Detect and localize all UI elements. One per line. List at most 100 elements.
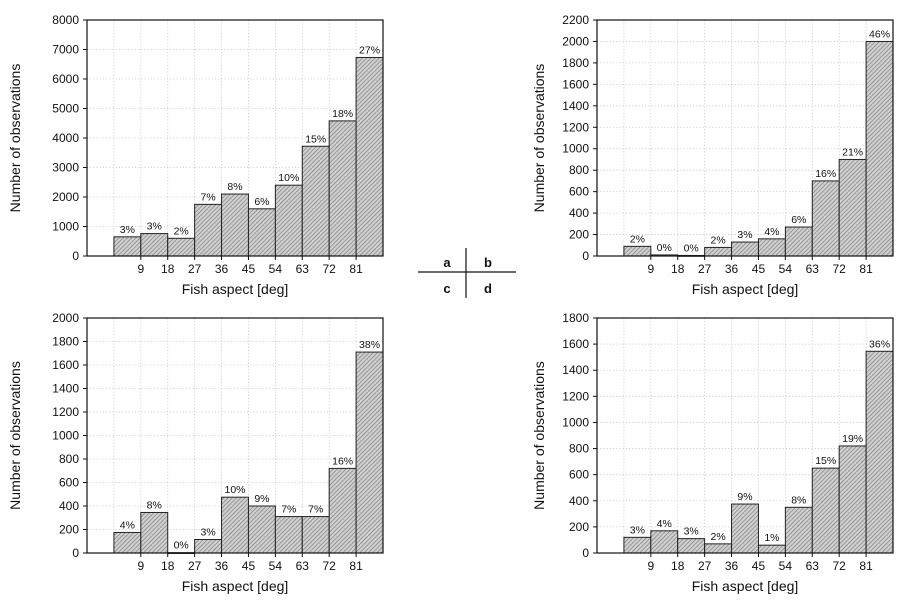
x-tick-label-d-1: 18 xyxy=(671,559,685,573)
x-tick-label-a-0: 9 xyxy=(137,262,144,276)
y-tick-label-b-3: 600 xyxy=(569,185,589,199)
y-tick-label-d-8: 1600 xyxy=(562,337,589,351)
data-label-a-0: 3% xyxy=(120,224,135,236)
y-tick-label-c-8: 1600 xyxy=(52,358,79,372)
data-label-d-1: 4% xyxy=(657,518,672,530)
data-label-d-8: 19% xyxy=(842,433,863,445)
x-tick-label-c-4: 45 xyxy=(242,559,256,573)
x-tick-label-c-3: 36 xyxy=(215,559,229,573)
x-tick-label-c-2: 27 xyxy=(188,559,202,573)
bar-b-7 xyxy=(811,180,840,257)
y-tick-label-c-1: 200 xyxy=(59,523,79,537)
data-label-d-3: 2% xyxy=(710,531,725,543)
x-tick-label-c-8: 81 xyxy=(349,559,363,573)
bar-c-3 xyxy=(194,538,223,554)
bar-a-6 xyxy=(274,184,303,257)
y-axis-title-b: Number of observations xyxy=(531,64,547,213)
y-axis-title-a: Number of observations xyxy=(7,64,23,213)
data-label-a-5: 6% xyxy=(254,196,269,208)
y-tick-label-c-6: 1200 xyxy=(52,405,79,419)
y-tick-label-b-7: 1400 xyxy=(562,99,589,113)
bar-a-8 xyxy=(328,120,357,257)
x-tick-label-a-7: 72 xyxy=(323,262,337,276)
data-label-d-9: 36% xyxy=(869,338,890,350)
y-tick-label-b-9: 1800 xyxy=(562,56,589,70)
x-tick-label-d-2: 27 xyxy=(698,559,712,573)
bar-b-8 xyxy=(838,158,867,257)
bar-a-7 xyxy=(301,145,330,257)
bar-d-5 xyxy=(757,544,786,554)
y-tick-label-c-9: 1800 xyxy=(52,335,79,349)
y-tick-label-b-2: 400 xyxy=(569,206,589,220)
data-label-b-3: 2% xyxy=(710,234,725,246)
y-tick-label-b-6: 1200 xyxy=(562,120,589,134)
data-label-c-8: 16% xyxy=(332,455,353,467)
x-tick-label-c-0: 9 xyxy=(137,559,144,573)
bar-b-9 xyxy=(865,40,894,257)
x-tick-label-c-7: 72 xyxy=(323,559,337,573)
y-tick-label-d-6: 1200 xyxy=(562,389,589,403)
y-tick-label-a-8: 8000 xyxy=(52,13,79,27)
y-tick-label-b-1: 200 xyxy=(569,228,589,242)
bar-b-0 xyxy=(623,245,652,257)
data-label-c-4: 10% xyxy=(224,484,245,496)
y-tick-label-b-10: 2000 xyxy=(562,34,589,48)
x-tick-label-d-0: 9 xyxy=(647,559,654,573)
panel-key-d: d xyxy=(484,281,492,296)
y-tick-label-c-5: 1000 xyxy=(52,429,79,443)
bar-d-8 xyxy=(838,445,867,554)
x-tick-label-c-6: 63 xyxy=(296,559,310,573)
data-label-c-0: 4% xyxy=(120,519,135,531)
data-label-d-2: 3% xyxy=(684,526,699,538)
y-tick-label-c-10: 2000 xyxy=(52,311,79,325)
x-tick-label-a-8: 81 xyxy=(349,262,363,276)
x-tick-label-b-4: 45 xyxy=(752,262,766,276)
bar-d-1 xyxy=(650,530,679,554)
bar-c-8 xyxy=(328,467,357,554)
y-tick-label-d-4: 800 xyxy=(569,442,589,456)
x-tick-label-b-1: 18 xyxy=(671,262,685,276)
data-label-d-5: 1% xyxy=(764,532,779,544)
x-tick-label-a-4: 45 xyxy=(242,262,256,276)
bar-d-9 xyxy=(865,350,894,554)
x-tick-label-b-7: 72 xyxy=(833,262,847,276)
bar-b-4 xyxy=(731,241,759,257)
bar-a-9 xyxy=(355,56,384,257)
x-tick-label-a-5: 54 xyxy=(269,262,283,276)
x-tick-label-b-2: 27 xyxy=(698,262,712,276)
bar-c-4 xyxy=(221,496,249,554)
data-label-a-6: 10% xyxy=(278,172,299,184)
chart-panel-c: 4% 8% 0% 3% 10% 9% 7% 7% 16% 38% 0 200 400 600 800 1000… xyxy=(7,311,384,594)
y-tick-label-b-5: 1000 xyxy=(562,142,589,156)
y-tick-label-d-2: 400 xyxy=(569,494,589,508)
bar-c-7 xyxy=(301,516,330,554)
bar-c-6 xyxy=(274,516,303,554)
x-tick-label-b-0: 9 xyxy=(647,262,654,276)
y-tick-label-d-9: 1800 xyxy=(562,311,589,325)
x-tick-label-d-6: 63 xyxy=(806,559,820,573)
bar-a-0 xyxy=(113,236,142,257)
y-tick-label-a-4: 4000 xyxy=(52,131,79,145)
y-tick-label-c-3: 600 xyxy=(59,476,79,490)
chart-panel-b: 2% 0% 0% 2% 3% 4% 6% 16% 21% 46% 0 200 400 600 800 1000… xyxy=(531,13,894,297)
plot-border-b xyxy=(596,19,894,257)
panel-key-b: b xyxy=(484,255,492,270)
y-tick-label-c-4: 800 xyxy=(59,452,79,466)
data-label-c-9: 38% xyxy=(359,339,380,351)
data-label-a-7: 15% xyxy=(305,133,326,145)
data-label-b-1: 0% xyxy=(657,242,672,254)
plot-border-d xyxy=(596,317,894,554)
y-tick-label-b-0: 0 xyxy=(582,249,589,263)
y-tick-label-a-3: 3000 xyxy=(52,161,79,175)
data-label-b-0: 2% xyxy=(630,233,645,245)
y-tick-label-c-7: 1400 xyxy=(52,382,79,396)
y-tick-label-a-6: 6000 xyxy=(52,72,79,86)
chart-panel-a: 3% 3% 2% 7% 8% 6% 10% 15% 18% 27% 0 1000 2000 3000 400… xyxy=(7,13,384,297)
x-axis-title-c: Fish aspect [deg] xyxy=(182,578,289,594)
x-tick-label-b-8: 81 xyxy=(859,262,873,276)
data-label-a-3: 7% xyxy=(200,191,215,203)
data-label-b-6: 6% xyxy=(791,214,806,226)
panel-key-c: c xyxy=(443,281,450,296)
bar-a-5 xyxy=(247,208,276,257)
